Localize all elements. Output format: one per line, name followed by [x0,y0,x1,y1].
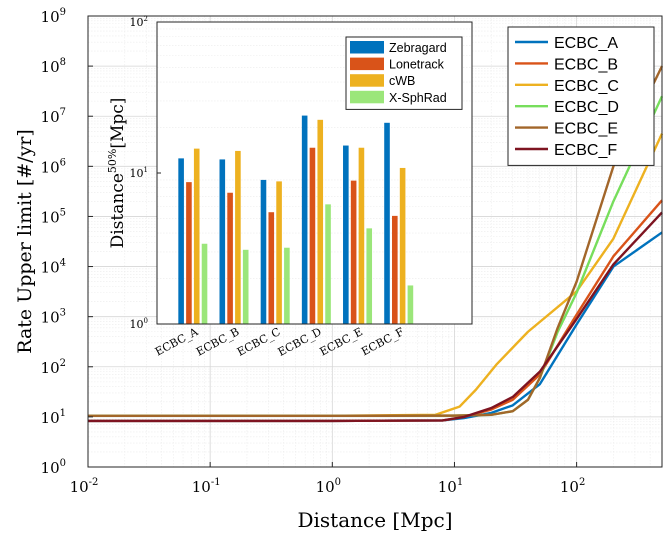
inset-bar-ecbc-d-lonetrack [309,147,316,324]
inset-legend-label: cWB [389,74,415,88]
x-tick-label: 10-2 [70,477,99,496]
inset-bar-ecbc-a-lonetrack [186,182,192,324]
x-tick-label: 10-1 [192,477,221,496]
y-tick-label: 104 [41,258,66,277]
y-tick-label: 108 [41,57,66,76]
inset-bar-ecbc-a-zebragard [178,158,184,324]
inset-bar-ecbc-e-cwb [358,147,365,324]
y-tick-label: 109 [41,7,66,26]
inset-legend-label: X-SphRad [389,91,447,105]
inset-bar-ecbc-f-x-sphrad [407,285,414,324]
inset-y-tick-label: 102 [130,15,148,29]
inset-bar-ecbc-c-x-sphrad [284,247,290,324]
y-tick-label: 102 [41,358,66,377]
legend-label: ECBC_C [554,78,619,95]
inset-y-tick-labels: 100 101 102 [130,15,161,331]
inset-y-label-main: Distance [108,173,128,248]
x-tick-label: 101 [438,477,463,496]
inset-bar-ecbc-a-x-sphrad [201,243,208,324]
legend-label: ECBC_E [554,121,618,138]
inset-legend-label: Zebragard [389,41,447,55]
legend-label: ECBC_F [554,142,617,159]
y-tick-label: 107 [41,107,66,126]
inset-bar-ecbc-c-lonetrack [268,212,275,324]
inset-y-label-superscript: 50% [106,149,119,173]
legend-label: ECBC_D [554,99,619,116]
inset-bar-ecbc-d-zebragard [301,115,308,324]
main-x-axis-label: Distance [Mpc] [297,508,452,532]
inset-y-tick-label: 100 [130,317,148,331]
inset-legend-swatch [350,41,384,54]
inset-y-tick-label: 101 [130,166,148,180]
x-tick-label: 102 [560,477,585,496]
main-x-tick-labels: 10-2 10-1 100 101 102 [70,462,585,496]
main-series-lines [88,65,664,423]
y-tick-label: 103 [41,308,66,327]
inset-bar-ecbc-b-x-sphrad [242,249,249,324]
inset-bar-ecbc-b-lonetrack [227,192,233,324]
inset-bar-ecbc-c-cwb [276,181,282,324]
inset-bar-ecbc-f-cwb [399,167,406,324]
main-y-tick-labels: 100 101 102 103 104 105 106 107 108 109 [41,7,93,477]
inset-bar-ecbc-d-cwb [317,119,324,324]
inset-bar-ecbc-b-cwb [235,150,241,324]
inset-legend-swatch [350,90,384,104]
inset-y-axis-label: Distance50%[Mpc] [106,98,128,249]
x-tick-label: 100 [316,477,341,496]
inset-bar-ecbc-e-x-sphrad [366,228,373,324]
main-y-axis-label: Rate Upper limit [#/yr] [14,129,36,354]
main-axes-frame [87,15,663,468]
y-tick-label: 105 [41,207,66,226]
y-tick-label: 101 [41,408,66,427]
inset-bar-ecbc-f-lonetrack [392,215,398,324]
legend-label: ECBC_A [554,35,618,52]
inset-bar-ecbc-b-zebragard [219,159,226,324]
inset-bar-ecbc-f-zebragard [384,122,390,324]
y-tick-label: 100 [41,458,66,477]
inset-bar-ecbc-a-cwb [193,148,200,324]
series-line-ecbc-f [88,211,663,423]
inset-y-label-unit: [Mpc] [108,98,128,149]
legend-label: ECBC_B [554,56,618,73]
inset-legend-swatch [350,74,384,87]
inset-bar-ecbc-c-zebragard [260,179,267,324]
inset-bar-ecbc-d-x-sphrad [325,204,331,324]
inset-legend: Zebragard Lonetrack cWB X-SphRad [345,36,463,110]
inset-bar-ecbc-e-zebragard [343,145,349,324]
y-tick-label: 106 [41,157,66,176]
inset-bar-ecbc-e-lonetrack [350,180,357,324]
main-legend-box [507,26,655,166]
series-line-ecbc-e [88,65,664,418]
inset-legend-swatch [350,57,384,71]
inset-bars [178,115,414,324]
inset-legend-label: Lonetrack [389,58,445,72]
main-legend: ECBC_A ECBC_B ECBC_C ECBC_D ECBC_E ECBC_F [507,26,655,166]
